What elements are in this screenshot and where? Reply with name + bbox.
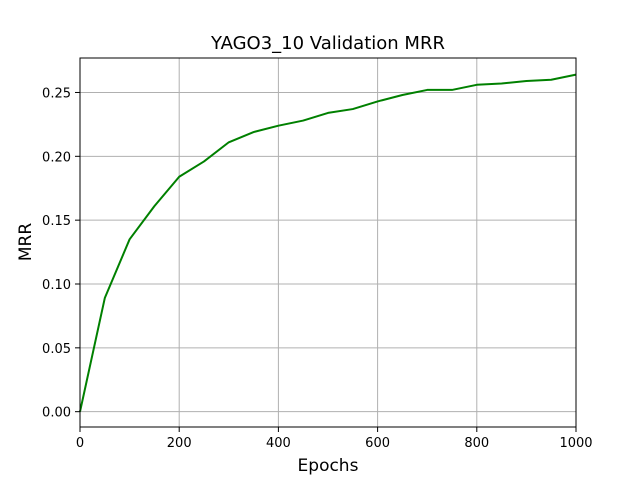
y-axis-label: MRR xyxy=(16,223,36,261)
series-layer xyxy=(79,73,577,412)
x-tick-label: 0 xyxy=(76,436,84,451)
chart-title: YAGO3_10 Validation MRR xyxy=(210,33,445,54)
x-tick-label: 1000 xyxy=(559,436,592,451)
mrr-series-line xyxy=(79,73,577,412)
y-tick-label: 0.05 xyxy=(42,342,71,357)
y-tick-label: 0.10 xyxy=(42,278,71,293)
x-axis-label: Epochs xyxy=(298,456,359,476)
x-axis: 0 200 400 600 800 1000 xyxy=(76,427,593,451)
y-tick-label: 0.00 xyxy=(42,406,71,421)
y-axis: 0.00 0.05 0.10 0.15 0.20 0.25 xyxy=(42,86,80,421)
x-tick-label: 400 xyxy=(266,436,291,451)
x-tick-label: 200 xyxy=(167,436,192,451)
x-tick-label: 800 xyxy=(464,436,489,451)
plot-frame xyxy=(79,57,577,428)
x-tick-label: 600 xyxy=(365,436,390,451)
y-tick-label: 0.25 xyxy=(42,86,71,101)
y-tick-label: 0.20 xyxy=(42,150,71,165)
y-tick-label: 0.15 xyxy=(42,214,71,229)
